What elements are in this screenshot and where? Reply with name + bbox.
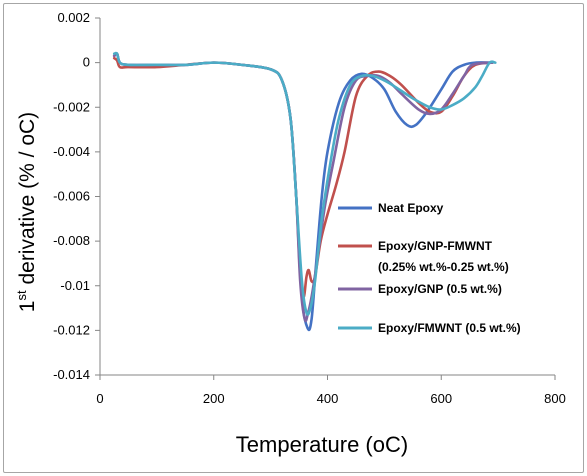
x-tick-label: 400 <box>317 391 339 406</box>
x-tick-label: 200 <box>203 391 225 406</box>
y-tick-label: 0.002 <box>57 10 90 25</box>
y-tick-label: -0.014 <box>53 367 90 382</box>
legend-label-epoxy-gnp-fmwnt: (0.25% wt.%-0.25 wt.%) <box>378 260 509 274</box>
y-tick-label: 0 <box>83 55 90 70</box>
y-tick-label: -0.012 <box>53 322 90 337</box>
legend: Neat Epoxy Epoxy/GNP-FMWNT (0.25% wt.%-0.2… <box>338 201 521 335</box>
x-axis-title: Temperature (oC) <box>236 432 408 457</box>
y-tick-label: -0.01 <box>60 278 90 293</box>
y-axis-title-prefix: 1 <box>16 301 39 313</box>
series-line-epoxy-fmwnt <box>112 51 497 316</box>
legend-label-neat-epoxy: Neat Epoxy <box>378 201 444 215</box>
x-tick-label: 800 <box>544 391 566 406</box>
x-axis-ticks: 0 200 400 600 800 <box>96 375 566 406</box>
y-axis-title-rest: derivative (% / oC) <box>16 112 39 291</box>
x-tick-label: 600 <box>430 391 452 406</box>
y-axis-title-superscript: st <box>14 290 29 301</box>
y-tick-label: -0.006 <box>53 189 90 204</box>
y-tick-label: -0.004 <box>53 144 90 159</box>
legend-label-epoxy-fmwnt: Epoxy/FMWNT (0.5 wt.%) <box>378 321 521 335</box>
x-tick-label: 0 <box>96 391 103 406</box>
y-axis-title: 1st derivative (% / oC) <box>14 112 39 312</box>
series-line-epoxy-gnp <box>112 52 494 323</box>
series-layer <box>112 51 497 332</box>
legend-label-epoxy-gnp: Epoxy/GNP (0.5 wt.%) <box>378 282 502 296</box>
y-axis-ticks: 0.002 0 -0.002 -0.004 -0.006 -0.008 -0.01 -0.01… <box>53 10 100 382</box>
legend-label-epoxy-gnp-fmwnt: Epoxy/GNP-FMWNT <box>378 239 493 253</box>
y-tick-label: -0.002 <box>53 99 90 114</box>
y-tick-label: -0.008 <box>53 233 90 248</box>
